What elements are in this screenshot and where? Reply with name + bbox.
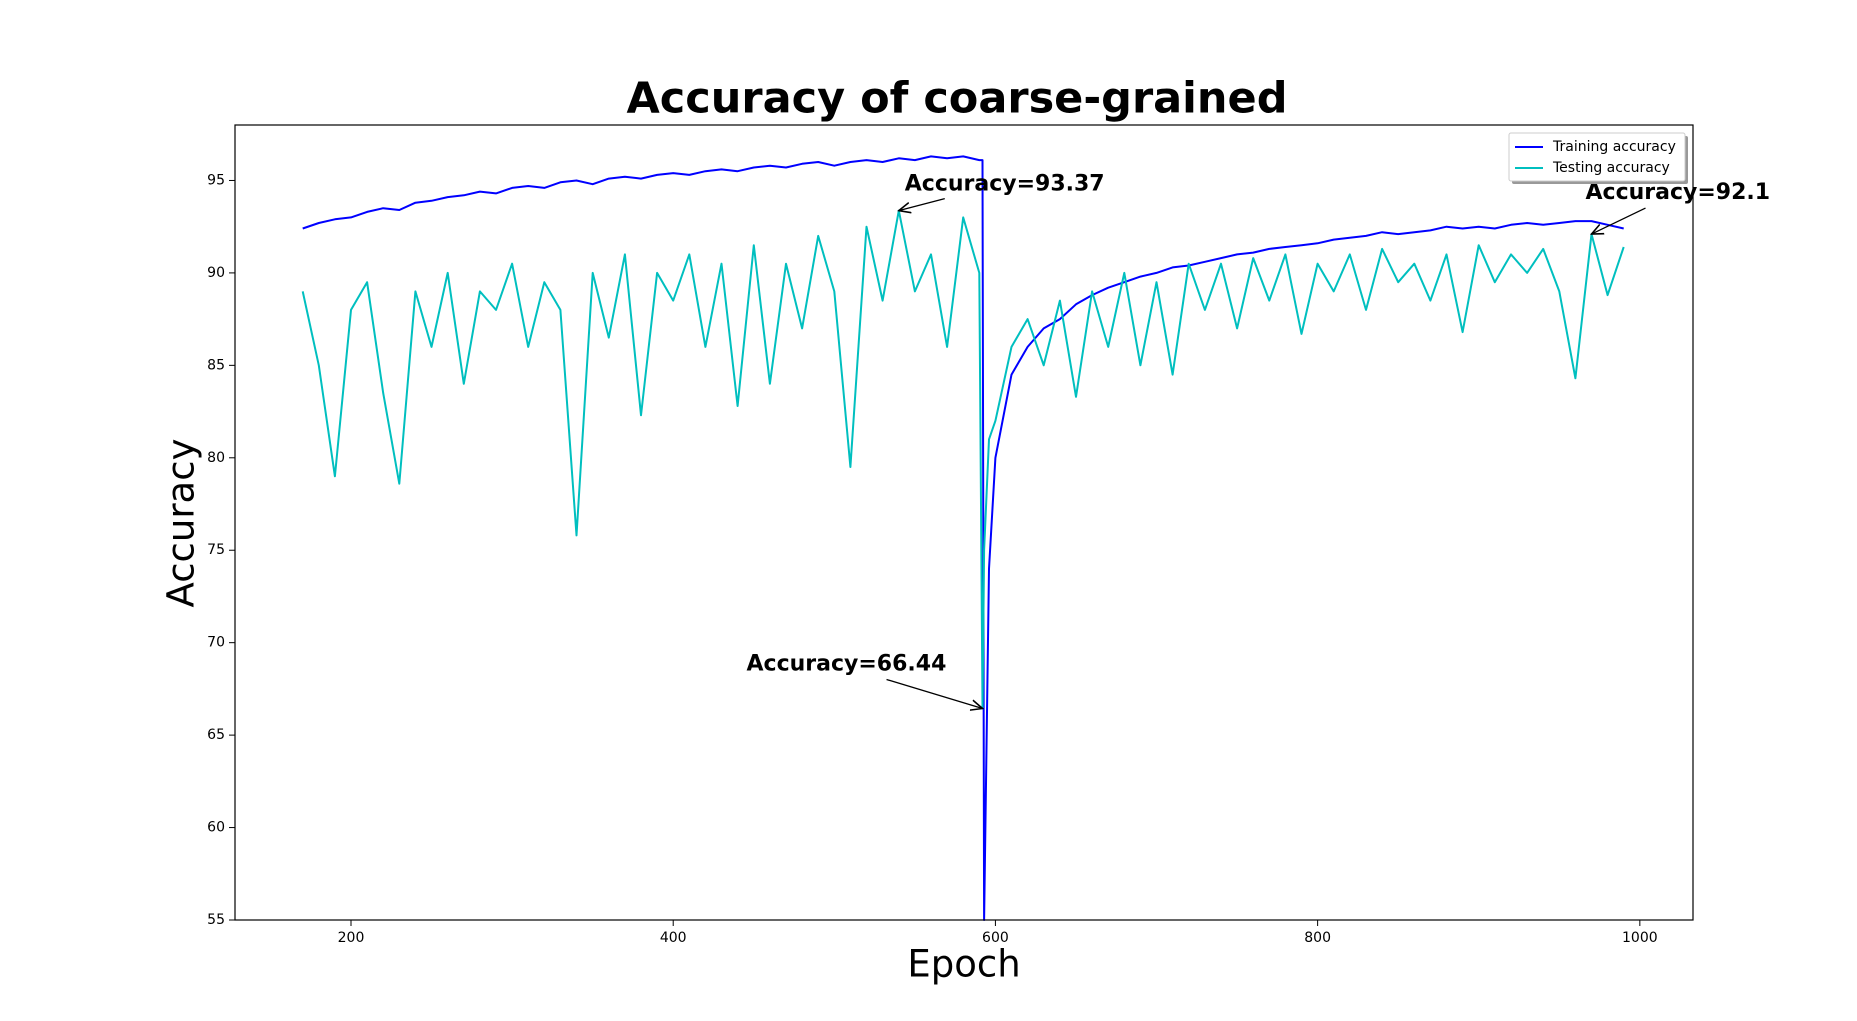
x-tick-label: 1000 (1622, 930, 1658, 946)
y-tick-label: 80 (207, 450, 225, 466)
x-tick-label: 800 (1304, 930, 1331, 946)
x-tick-label: 600 (982, 930, 1009, 946)
data-line (302, 155, 1624, 921)
x-tick-label: 200 (338, 930, 365, 946)
chart-title: Accuracy of coarse-grained (627, 74, 1288, 124)
y-tick-label: 95 (207, 172, 225, 188)
annotation-text: Accuracy=93.37 (905, 172, 1105, 197)
x-axis-label: Epoch (907, 943, 1020, 986)
y-tick-label: 70 (207, 635, 225, 651)
legend-label: Testing accuracy (1552, 160, 1670, 176)
x-tick-label: 400 (660, 930, 687, 946)
y-tick-label: 55 (207, 912, 225, 928)
annotation-text: Accuracy=92.1 (1586, 180, 1771, 205)
legend-label: Training accuracy (1552, 139, 1676, 155)
y-tick-label: 65 (207, 727, 225, 743)
plot-frame (234, 124, 1694, 921)
y-tick-label: 85 (207, 357, 225, 373)
y-axis-label: Accuracy (160, 439, 203, 608)
y-tick-label: 75 (207, 542, 225, 558)
y-tick-label: 60 (207, 820, 225, 836)
y-tick-label: 90 (207, 265, 225, 281)
annotation-arrow (886, 678, 983, 708)
annotation-arrow (899, 197, 945, 211)
data-line (301, 209, 1625, 710)
annotation-arrow (1592, 207, 1646, 234)
legend-box (1508, 132, 1686, 182)
annotation-text: Accuracy=66.44 (747, 651, 947, 676)
